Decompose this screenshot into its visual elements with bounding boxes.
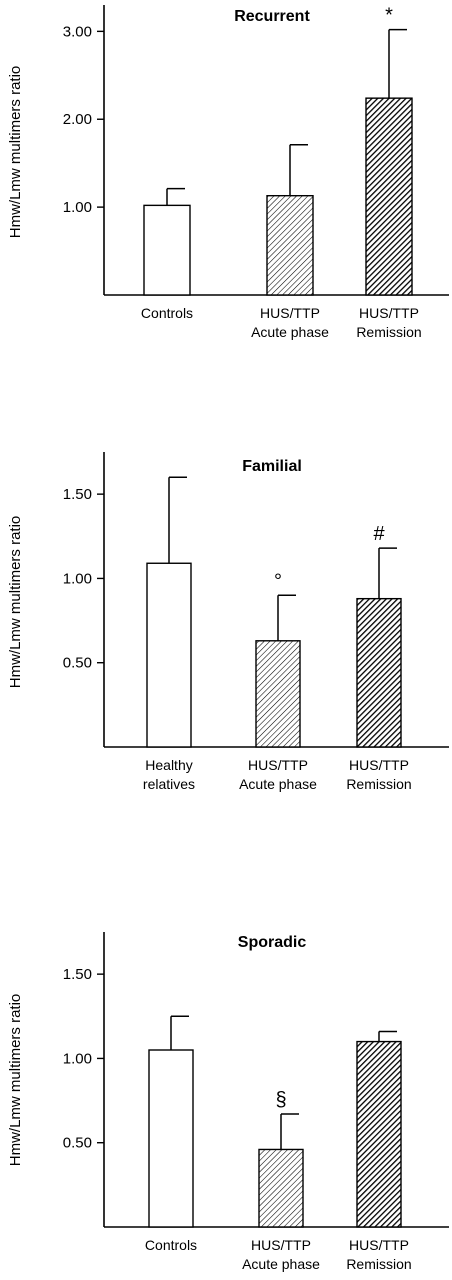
- chart-familial: Familial Hmw/Lmw multimers ratio 0.50 1.0…: [7, 452, 449, 792]
- y-axis-label: Hmw/Lmw multimers ratio: [7, 516, 24, 689]
- category-label: Acute phase: [242, 1256, 320, 1272]
- chart-recurrent: Recurrent Hmw/Lmw multimers ratio 1.00 2.…: [7, 5, 449, 340]
- category-label: Controls: [145, 1237, 197, 1253]
- category-label: Remission: [346, 776, 411, 792]
- bar: [356, 1040, 402, 1228]
- bar: [266, 194, 314, 296]
- bar: [143, 204, 191, 296]
- y-axis-label: Hmw/Lmw multimers ratio: [7, 994, 24, 1167]
- category-label: HUS/TTP: [260, 305, 320, 321]
- category-label: HUS/TTP: [349, 1237, 409, 1253]
- bar: [365, 97, 413, 296]
- chart-marks: 0.50 1.00 1.50 Healthy relatives ° HUS/TTP Acut…: [63, 452, 449, 792]
- category-label: Remission: [356, 324, 421, 340]
- chart-sporadic: Sporadic Hmw/Lmw multimers ratio 0.50 1.0…: [7, 932, 449, 1272]
- bar: [148, 1049, 194, 1228]
- chart-title: Recurrent: [234, 8, 310, 25]
- chart-marks: 0.50 1.00 1.50 Controls § HUS/TTP Acute phase H…: [63, 932, 449, 1272]
- y-tick-label: 1.00: [63, 570, 92, 587]
- chart-title: Sporadic: [238, 934, 307, 951]
- category-label: Acute phase: [239, 776, 317, 792]
- y-tick-label: 2.00: [63, 111, 92, 128]
- significance-marker: §: [275, 1089, 286, 1111]
- chart-title: Familial: [242, 458, 302, 475]
- y-axis-label: Hmw/Lmw multimers ratio: [7, 66, 24, 239]
- category-label: HUS/TTP: [251, 1237, 311, 1253]
- y-tick-label: 0.50: [63, 1135, 92, 1152]
- y-tick-label: 3.00: [63, 23, 92, 40]
- category-label: relatives: [143, 776, 195, 792]
- category-label: Acute phase: [251, 324, 329, 340]
- category-label: HUS/TTP: [359, 305, 419, 321]
- category-label: Remission: [346, 1256, 411, 1272]
- category-label: Healthy: [145, 757, 192, 773]
- significance-marker: °: [274, 570, 282, 592]
- bar: [356, 597, 402, 748]
- category-label: HUS/TTP: [248, 757, 308, 773]
- category-label: Controls: [141, 305, 193, 321]
- bar: [146, 562, 192, 748]
- significance-marker: *: [385, 5, 393, 27]
- bar: [258, 1148, 304, 1228]
- chart-marks: 1.00 2.00 3.00 Controls HUS/TTP Acute phase * H…: [63, 5, 449, 340]
- significance-marker: #: [373, 523, 385, 545]
- y-tick-label: 1.50: [63, 966, 92, 983]
- y-tick-label: 1.00: [63, 1050, 92, 1067]
- category-label: HUS/TTP: [349, 757, 409, 773]
- y-tick-label: 1.50: [63, 486, 92, 503]
- y-tick-label: 0.50: [63, 655, 92, 672]
- y-tick-label: 1.00: [63, 199, 92, 216]
- bar: [255, 640, 301, 748]
